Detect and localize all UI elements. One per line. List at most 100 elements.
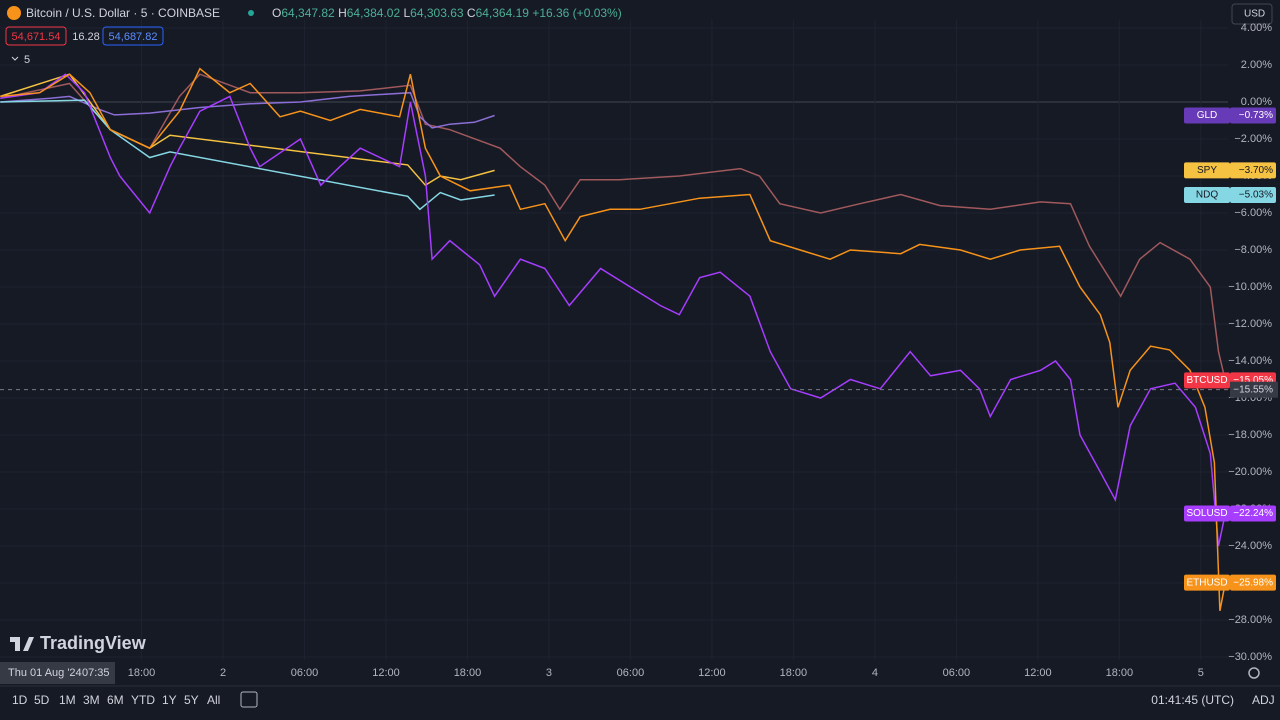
y-tick-label: −6.00% [1234, 207, 1272, 219]
series-tag[interactable]: SOLUSD −22.24% [1184, 505, 1276, 522]
series-tag[interactable]: SPY −3.70% [1184, 162, 1276, 179]
y-tick-label: −2.00% [1234, 133, 1272, 145]
range-button[interactable]: 3M [83, 693, 100, 707]
market-status [248, 10, 254, 16]
ohlc: O64,347.82 H64,384.02 L64,303.63 C64,364… [272, 6, 622, 20]
tag-name: SPY [1197, 165, 1217, 176]
y-tick-label: −30.00% [1228, 651, 1272, 663]
logo: TradingView [40, 633, 147, 653]
tag-value: −22.24% [1233, 508, 1273, 519]
low-label: L [403, 6, 410, 20]
range-button[interactable]: 6M [107, 693, 124, 707]
series-tag[interactable]: NDQ −5.03% [1184, 187, 1276, 204]
tag-value: −15.05% [1233, 375, 1273, 386]
settings-icon[interactable] [1248, 667, 1260, 679]
x-tick-label: 18:00 [454, 667, 482, 679]
tag-name: GLD [1197, 110, 1218, 121]
tag-name-box [1184, 505, 1230, 522]
x-tick-label: 06:00 [943, 667, 971, 679]
date-range-icon[interactable] [240, 691, 258, 708]
x-tick-label: 06:00 [617, 667, 645, 679]
series-tag[interactable]: ETHUSD −25.98% [1184, 574, 1276, 591]
x-tick-label: 12:00 [698, 667, 726, 679]
indicator-count[interactable]: 5 [24, 54, 30, 66]
range-button[interactable]: 5D [34, 693, 50, 707]
y-tick-label: 4.00% [1241, 22, 1272, 34]
range-button[interactable]: 1M [59, 693, 76, 707]
series-line [0, 73, 1227, 547]
y-tick-label: −8.00% [1234, 244, 1272, 256]
adj-toggle[interactable]: ADJ [1252, 693, 1275, 707]
tag-value-box [1230, 187, 1276, 204]
open-label: O [272, 6, 281, 20]
cursor-date: Thu 01 Aug '24 [8, 667, 82, 679]
range-button[interactable]: YTD [131, 693, 155, 707]
plot-area [0, 20, 1228, 660]
series-tag[interactable]: GLD −0.73% [1184, 107, 1276, 124]
y-tick-label: −20.00% [1228, 466, 1272, 478]
x-tick-label: 12:00 [1024, 667, 1052, 679]
x-tick-label: 4 [872, 667, 878, 679]
tag-value: −5.03% [1239, 190, 1273, 201]
series-line [0, 73, 1227, 381]
ask[interactable]: 54,687.82 [109, 31, 158, 43]
currency[interactable]: USD [1244, 9, 1265, 20]
change: +16.36 (+0.03%) [532, 6, 621, 20]
y-tick-label: −12.00% [1228, 318, 1272, 330]
range-button[interactable]: 1Y [162, 693, 177, 707]
tag-value: −0.73% [1239, 110, 1273, 121]
spread: 16.28 [72, 31, 100, 43]
collapse-icon[interactable] [11, 56, 19, 61]
y-tick-label: 0.00% [1241, 96, 1272, 108]
tag-name: NDQ [1196, 190, 1218, 201]
open: 64,347.82 [281, 6, 335, 20]
series-line [0, 91, 495, 129]
tag-name: BTCUSD [1186, 375, 1227, 386]
y-tick-label: −24.00% [1228, 540, 1272, 552]
tag-value: −25.98% [1233, 577, 1273, 588]
tag-value-box [1230, 107, 1276, 124]
tag-name-box [1184, 372, 1230, 389]
sell-box[interactable] [5, 26, 67, 46]
range-button[interactable]: 5Y [184, 693, 199, 707]
high: 64,384.02 [347, 6, 401, 20]
y-tick-label: −18.00% [1228, 429, 1272, 441]
cursor-time: 07:35 [82, 667, 110, 679]
currency-box[interactable] [1231, 3, 1273, 25]
series-line [0, 67, 1227, 611]
close: 64,364.19 [476, 6, 530, 20]
tag-value-box [1230, 162, 1276, 179]
y-tick-label: −10.00% [1228, 281, 1272, 293]
y-tick-label: 2.00% [1241, 59, 1272, 71]
tag-value: −3.70% [1239, 165, 1273, 176]
x-tick-label: 18:00 [780, 667, 808, 679]
clock[interactable]: 01:41:45 (UTC) [1151, 693, 1234, 707]
x-tick-label: 3 [546, 667, 552, 679]
x-tick-label: 18:00 [128, 667, 156, 679]
symbol-title: Bitcoin / U.S. Dollar · 5 · COINBASE [26, 6, 220, 20]
tag-name: SOLUSD [1186, 508, 1227, 519]
bid[interactable]: 54,671.54 [12, 31, 61, 43]
tag-name: ETHUSD [1186, 577, 1227, 588]
symbol-icon [7, 6, 21, 20]
series-line [0, 99, 495, 211]
cursor-x-box [0, 662, 115, 684]
logo-icon [10, 637, 34, 651]
y-tick-label: −14.00% [1228, 355, 1272, 367]
range-button[interactable]: 1D [12, 693, 28, 707]
x-tick-label: 06:00 [291, 667, 319, 679]
crosshair-box [1230, 381, 1278, 398]
close-label: C [467, 6, 476, 20]
series-line [0, 73, 495, 187]
tag-name-box [1184, 574, 1230, 591]
tag-value-box [1230, 505, 1276, 522]
low: 64,303.63 [410, 6, 464, 20]
tag-name-box [1184, 107, 1230, 124]
x-tick-label: 5 [1198, 667, 1204, 679]
buy-box[interactable] [102, 26, 164, 46]
range-button[interactable]: All [207, 693, 220, 707]
x-tick-label: 12:00 [372, 667, 400, 679]
